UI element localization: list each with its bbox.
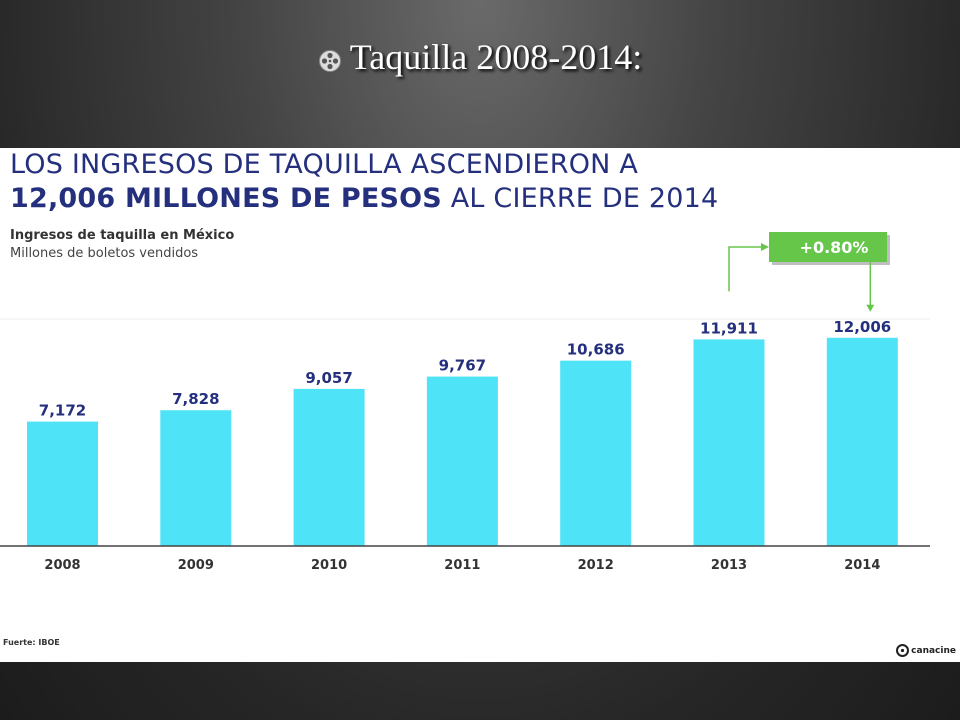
- x-tick-label-2008: 2008: [44, 558, 80, 573]
- film-reel-icon: [318, 40, 342, 82]
- infographic-panel: LOS INGRESOS DE TAQUILLA ASCENDIERON A 1…: [0, 148, 960, 662]
- annotation-connector-right: [869, 246, 887, 306]
- x-tick-label-2011: 2011: [444, 558, 480, 573]
- x-tick-label-2009: 2009: [178, 558, 214, 573]
- value-label-2008: 7,172: [39, 402, 86, 420]
- x-tick-label-2014: 2014: [844, 558, 880, 573]
- bar-2009: [160, 410, 232, 546]
- chart-subtitle: Millones de boletos vendidos: [10, 246, 199, 261]
- x-tick-label-2013: 2013: [711, 558, 747, 573]
- value-label-2010: 9,057: [305, 369, 352, 387]
- headline: LOS INGRESOS DE TAQUILLA ASCENDIERON A 1…: [10, 148, 718, 216]
- headline-bold: 12,006 MILLONES DE PESOS: [10, 183, 442, 214]
- canacine-logo-icon: [896, 644, 910, 657]
- bar-chart: 7,172 2008 7,828 2009 9,057 2010 9,767 2011 10,6…: [0, 232, 930, 573]
- annotation-box: [769, 232, 887, 262]
- annotation-label: +0.80%: [800, 238, 869, 257]
- chart-title: Ingresos de taquilla en México: [10, 228, 235, 243]
- slide-title-text: Taquilla 2008-2014:: [349, 37, 643, 77]
- canacine-logo: canacine: [896, 644, 956, 657]
- value-label-2011: 9,767: [439, 357, 486, 375]
- bar-2011: [426, 376, 498, 546]
- bar-2012: [560, 360, 632, 546]
- headline-line1: LOS INGRESOS DE TAQUILLA ASCENDIERON A: [10, 149, 639, 180]
- x-tick-label-2010: 2010: [311, 558, 347, 573]
- bar-2014: [826, 337, 898, 546]
- annotation-arrowhead-right: [866, 304, 875, 312]
- value-label-2013: 11,911: [700, 319, 758, 337]
- value-label-2014: 12,006: [833, 318, 891, 336]
- value-label-2012: 10,686: [567, 341, 625, 359]
- bar-2008: [27, 421, 98, 546]
- bar-2010: [293, 388, 365, 546]
- bar-2013: [693, 339, 765, 546]
- annotation-connector-left: [728, 246, 761, 292]
- source-note: Fuerte: IBOE: [3, 638, 60, 647]
- canacine-logo-text: canacine: [911, 645, 956, 656]
- slide-title: Taquilla 2008-2014:: [0, 36, 960, 82]
- value-label-2009: 7,828: [172, 390, 219, 408]
- annotation-arrowhead-left: [761, 243, 769, 251]
- headline-rest: AL CIERRE DE 2014: [441, 183, 719, 214]
- x-tick-label-2012: 2012: [578, 558, 614, 573]
